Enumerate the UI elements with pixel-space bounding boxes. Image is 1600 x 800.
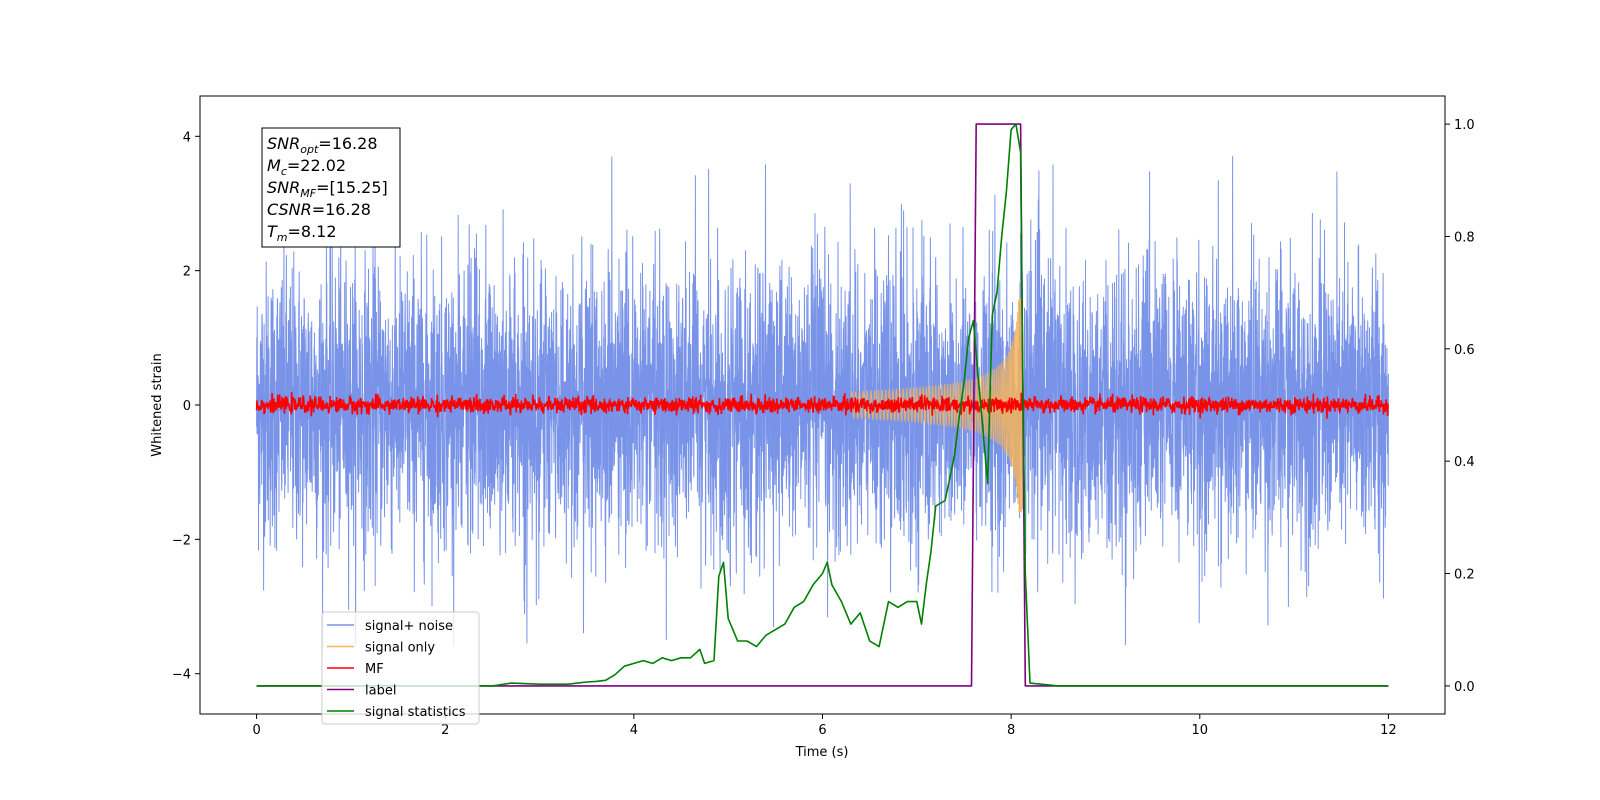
series-signal-noise bbox=[256, 156, 1389, 651]
x-tick-label: 6 bbox=[818, 723, 826, 738]
legend-label-signal-statistics: signal statistics bbox=[365, 705, 466, 720]
y-axis-title: Whitened strain bbox=[150, 353, 165, 456]
y-tick-label: −4 bbox=[172, 668, 191, 683]
info-line: Tm=8.12 bbox=[267, 222, 337, 244]
x-tick-label: 12 bbox=[1380, 723, 1397, 738]
series-signal-only bbox=[850, 297, 1023, 513]
y-tick-label: −2 bbox=[172, 533, 191, 548]
y-tick-label: 4 bbox=[183, 130, 191, 145]
series-mf bbox=[255, 392, 1390, 419]
x-axis-title: Time (s) bbox=[795, 745, 849, 760]
y2-tick-label: 1.0 bbox=[1454, 118, 1475, 133]
x-tick-label: 10 bbox=[1191, 723, 1208, 738]
y2-tick-label: 0.4 bbox=[1454, 455, 1475, 470]
legend-label-signal-noise: signal+ noise bbox=[365, 619, 453, 634]
legend-label-label: label bbox=[365, 684, 396, 699]
info-box: SNRopt=16.28Mc=22.02SNRMF=[15.25]CSNR=16… bbox=[261, 127, 401, 248]
ticks-layer: 0 2 4 6 8 10 12 −4 −2 0 2 4 0.0 0.2 0.4 0.6 0.8 1.0 bbox=[172, 118, 1475, 738]
x-tick-label: 0 bbox=[252, 723, 260, 738]
x-tick-label: 8 bbox=[1007, 723, 1015, 738]
y-tick-label: 0 bbox=[183, 399, 191, 414]
y2-tick-label: 0.2 bbox=[1454, 568, 1475, 583]
legend-label-mf: MF bbox=[365, 662, 384, 677]
legend-frame bbox=[321, 611, 480, 725]
series-signal-statistics bbox=[256, 123, 1389, 687]
legend: signal+ noise signal only MF label signal st… bbox=[321, 611, 480, 725]
info-line: Mc=22.02 bbox=[267, 156, 346, 178]
info-line: SNRMF=[15.25] bbox=[267, 178, 388, 200]
y2-tick-label: 0.6 bbox=[1454, 343, 1475, 358]
info-line: CSNR=16.28 bbox=[267, 200, 371, 219]
series-layer bbox=[255, 123, 1390, 687]
y2-tick-label: 0.0 bbox=[1454, 680, 1475, 695]
info-box-frame bbox=[261, 127, 401, 248]
y-tick-label: 2 bbox=[183, 265, 191, 280]
info-line: SNRopt=16.28 bbox=[267, 134, 378, 156]
y2-tick-label: 0.8 bbox=[1454, 230, 1475, 245]
x-tick-label: 4 bbox=[630, 723, 638, 738]
x-tick-label: 2 bbox=[441, 723, 449, 738]
legend-label-signal-only: signal only bbox=[365, 641, 435, 656]
